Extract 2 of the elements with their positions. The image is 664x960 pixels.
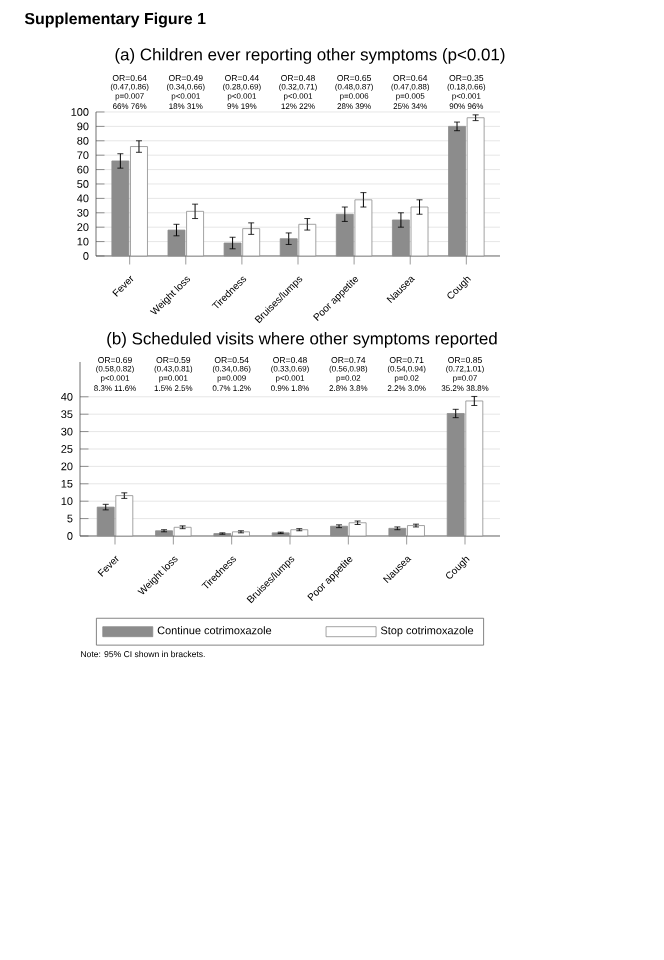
- chart-title: (b) Scheduled visits where other symptoms reported: [107, 332, 497, 348]
- chart-title: (a) Children ever reporting other symptoms (p<0.01): [115, 48, 505, 64]
